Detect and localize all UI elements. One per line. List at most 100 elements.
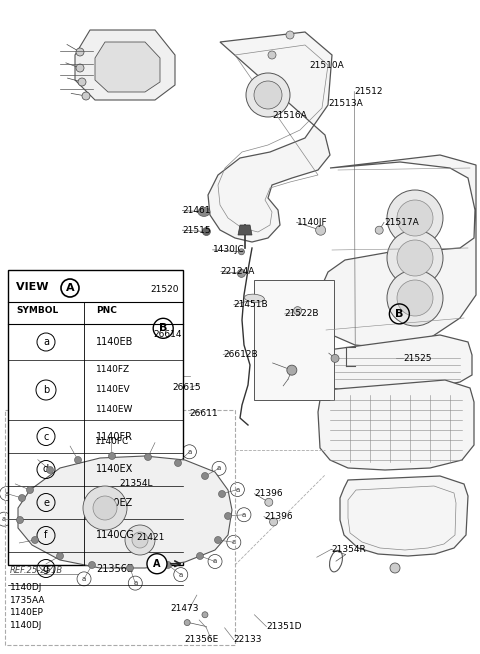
Circle shape <box>237 508 251 522</box>
Text: PNC: PNC <box>96 306 117 315</box>
Text: 21396: 21396 <box>254 489 283 498</box>
Text: 21522B: 21522B <box>285 309 319 318</box>
Polygon shape <box>320 155 476 348</box>
Text: 26615: 26615 <box>173 383 202 392</box>
Text: a: a <box>36 456 40 462</box>
Circle shape <box>31 453 45 467</box>
Circle shape <box>208 555 222 568</box>
Text: a: a <box>213 559 217 564</box>
Circle shape <box>32 536 38 543</box>
Circle shape <box>19 494 25 502</box>
Circle shape <box>218 490 226 498</box>
Text: 1140DJ: 1140DJ <box>10 583 42 593</box>
Text: e: e <box>43 498 49 508</box>
Text: B: B <box>395 309 404 319</box>
Text: 1140CG: 1140CG <box>96 530 135 540</box>
Circle shape <box>238 269 245 277</box>
Ellipse shape <box>198 207 210 216</box>
Text: 21351D: 21351D <box>266 622 302 631</box>
Circle shape <box>390 563 400 573</box>
Text: VIEW: VIEW <box>16 282 52 292</box>
Text: 26611: 26611 <box>190 409 218 418</box>
Text: a: a <box>82 576 86 582</box>
Circle shape <box>123 503 137 517</box>
Circle shape <box>268 51 276 59</box>
Text: a: a <box>242 511 246 518</box>
Text: b: b <box>128 507 132 513</box>
Text: a: a <box>187 449 192 455</box>
Text: g: g <box>98 472 102 478</box>
Circle shape <box>135 517 149 531</box>
Circle shape <box>203 228 210 235</box>
Text: g: g <box>126 469 130 475</box>
Circle shape <box>77 572 91 586</box>
Text: a: a <box>179 572 183 577</box>
Ellipse shape <box>244 294 264 302</box>
Text: A: A <box>153 559 161 569</box>
Text: a: a <box>217 466 221 472</box>
Bar <box>5 410 235 645</box>
Text: a: a <box>153 439 157 445</box>
Text: a: a <box>13 481 17 487</box>
Polygon shape <box>75 30 175 100</box>
Text: 21516A: 21516A <box>273 111 307 120</box>
Text: 1140EP: 1140EP <box>10 608 44 617</box>
Circle shape <box>65 528 79 542</box>
Text: 1140EZ: 1140EZ <box>96 498 133 508</box>
Circle shape <box>375 226 383 234</box>
Circle shape <box>63 439 77 453</box>
Circle shape <box>83 486 127 530</box>
Text: b: b <box>43 385 49 395</box>
Text: 1140FR: 1140FR <box>96 432 133 441</box>
Circle shape <box>287 365 297 375</box>
Circle shape <box>387 230 443 286</box>
Circle shape <box>125 525 155 555</box>
Circle shape <box>113 513 127 527</box>
Text: a: a <box>133 580 137 586</box>
Circle shape <box>57 553 63 560</box>
Circle shape <box>184 619 190 626</box>
Text: 21396: 21396 <box>264 512 293 521</box>
Circle shape <box>286 31 294 39</box>
Text: 21354R: 21354R <box>331 545 366 554</box>
Circle shape <box>76 48 84 56</box>
Text: f: f <box>84 521 86 527</box>
Circle shape <box>294 307 301 315</box>
Circle shape <box>75 501 89 515</box>
Circle shape <box>0 487 13 500</box>
Circle shape <box>202 611 208 618</box>
Circle shape <box>108 453 116 460</box>
Circle shape <box>196 553 204 560</box>
Text: 21525: 21525 <box>403 354 432 363</box>
Text: 1140JF: 1140JF <box>297 218 327 227</box>
Text: 1140FC: 1140FC <box>95 437 129 446</box>
Circle shape <box>39 557 53 571</box>
Text: a: a <box>2 516 6 522</box>
Text: d: d <box>163 497 167 503</box>
Text: 22124A: 22124A <box>221 267 255 276</box>
Circle shape <box>144 453 152 460</box>
Circle shape <box>78 78 86 86</box>
Circle shape <box>174 568 188 581</box>
Text: a: a <box>109 437 113 443</box>
Circle shape <box>12 536 26 550</box>
Bar <box>254 280 334 400</box>
Text: 1140DJ: 1140DJ <box>10 621 42 630</box>
Polygon shape <box>340 476 468 556</box>
Text: REF.25-251B: REF.25-251B <box>10 566 63 575</box>
Text: 1430JC: 1430JC <box>213 245 244 254</box>
Bar <box>8 270 183 565</box>
Text: 21510A: 21510A <box>310 61 344 70</box>
Text: a: a <box>158 527 162 533</box>
Circle shape <box>230 483 244 496</box>
Polygon shape <box>208 32 332 242</box>
Circle shape <box>171 513 185 527</box>
Text: f: f <box>44 530 48 540</box>
Text: 21451B: 21451B <box>234 300 268 309</box>
Text: 1140EW: 1140EW <box>96 405 133 415</box>
Circle shape <box>212 461 226 475</box>
Text: c: c <box>70 532 74 538</box>
Circle shape <box>121 465 135 479</box>
Text: 21513A: 21513A <box>329 99 363 108</box>
Circle shape <box>397 200 433 236</box>
